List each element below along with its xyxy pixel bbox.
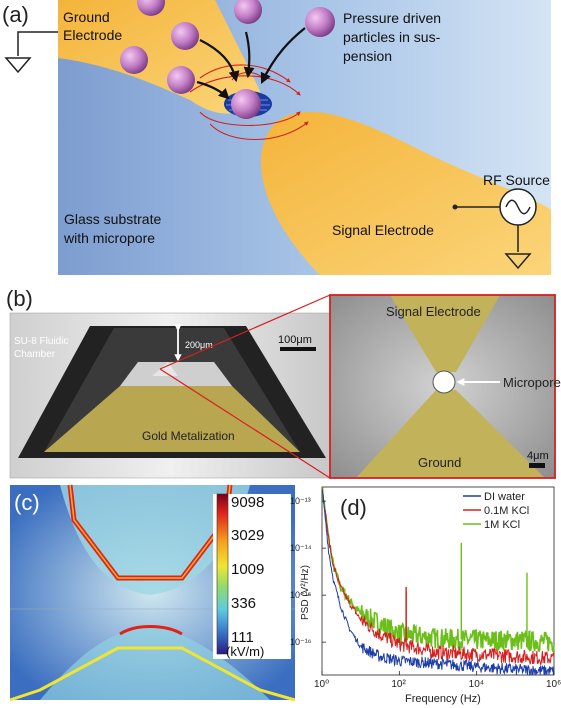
x-tick-label: 10⁶ (546, 679, 561, 690)
colorbar-unit: (kV/m) (226, 644, 264, 659)
zoom-line-bottom (159, 368, 331, 479)
colorbar-tick-1: 3029 (231, 527, 264, 544)
ground-symbol-left (4, 31, 58, 74)
ground-symbol-right (504, 253, 532, 270)
ground-electrode-label-2: Electrode (63, 27, 122, 43)
field-lower-contour (119, 625, 183, 636)
panel-c-label: (c) (14, 490, 40, 515)
legend-label: 1M KCl (484, 519, 520, 531)
x-tick-label: 10² (391, 679, 406, 690)
field-base-contour (9, 646, 296, 702)
colorbar-tick-3: 336 (231, 595, 256, 612)
particle (120, 46, 148, 74)
particle (137, 0, 165, 16)
metalization-label: Gold Metalization (142, 429, 235, 443)
y-tick-label: 10⁻¹³ (290, 496, 311, 506)
scale-bar-right (529, 463, 545, 468)
colorbar (216, 493, 229, 655)
sem-micropore-label: Micropore (503, 375, 561, 390)
chamber-label-2: Chamber (14, 349, 56, 360)
scale-bar-right-label: 4μm (527, 450, 549, 462)
y-tick-label: 10⁻¹⁶ (290, 637, 312, 647)
x-tick-label: 10⁰ (314, 679, 329, 690)
sem-micropore-image (329, 294, 556, 479)
x-axis-label: Frequency (Hz) (405, 693, 481, 705)
series-line-1m-kcl (321, 487, 555, 653)
ground-electrode-shape (58, 0, 262, 114)
particles (120, 0, 335, 119)
field-lower-glow (40, 626, 270, 700)
panel-d-chart: 10⁰ 10² 10⁴ 10⁶ 10⁻¹³ 10⁻¹⁴ 10⁻¹⁵ 10⁻¹⁶ (d) Fre… (290, 486, 561, 705)
particle (231, 89, 261, 119)
sem-chamber-image (9, 312, 331, 479)
sine-icon (505, 199, 531, 215)
panel-c: (c) 9098 3029 1009 336 111 (kV/m) (9, 484, 296, 702)
scale-bar-left (280, 347, 316, 351)
legend: DI water 0.1M KCl 1M KCl (460, 489, 552, 533)
panel-a: (a) Ground Electrode Pressure driven par… (2, 0, 551, 275)
series-line-0-1m-kcl (321, 487, 555, 667)
panel-b-label: (b) (6, 286, 33, 311)
rf-source-label: RF Source (483, 172, 550, 188)
scale-bar-left-label: 100μm (278, 334, 312, 346)
particle (305, 7, 335, 37)
particle (167, 66, 195, 94)
sem-ground-label: Ground (418, 455, 461, 470)
particles-note-3: pension (343, 48, 392, 64)
legend-label: DI water (484, 491, 525, 503)
y-tick-label: 10⁻¹⁴ (290, 543, 312, 553)
y-axis-label: PSD (V²/Hz) (300, 565, 311, 620)
particles-note-1: Pressure driven (343, 10, 441, 26)
series-layer (321, 487, 555, 676)
particle (171, 22, 199, 50)
colorbar-tick-2: 1009 (231, 561, 264, 578)
legend-label: 0.1M KCl (484, 505, 529, 517)
panel-a-label: (a) (2, 2, 29, 27)
x-tick-label: 10⁴ (469, 679, 484, 690)
series-line-di-water (321, 489, 555, 676)
colorbar-tick-0: 9098 (231, 494, 264, 511)
tick-layer: 10⁰ 10² 10⁴ 10⁶ 10⁻¹³ 10⁻¹⁴ 10⁻¹⁵ 10⁻¹⁶ (290, 496, 561, 690)
signal-electrode-label: Signal Electrode (332, 222, 434, 238)
depth-label: 200μm (185, 340, 213, 350)
zoom-line-top (159, 294, 331, 370)
chamber-label-1: SU-8 Fluidic (14, 336, 68, 347)
rf-source (452, 188, 537, 270)
panel-d-label: (d) (340, 495, 367, 520)
colorbar-tick-4: 111 (231, 629, 254, 646)
signal-electrode-shape (260, 111, 551, 275)
glass-substrate-label-2: with micropore (63, 230, 155, 246)
particles-note-2: particles in sus- (343, 29, 441, 45)
sem-signal-electrode-label: Signal Electrode (386, 304, 481, 319)
panel-b: (b) 200μm SU-8 Fluidic Chamber 100μm Gol… (6, 286, 561, 479)
ground-electrode-label-1: Ground (63, 9, 110, 25)
glass-substrate-label-1: Glass substrate (64, 211, 161, 227)
particle (234, 0, 262, 24)
y-tick-label: 10⁻¹⁵ (290, 590, 312, 600)
motion-arrows (196, 27, 306, 100)
